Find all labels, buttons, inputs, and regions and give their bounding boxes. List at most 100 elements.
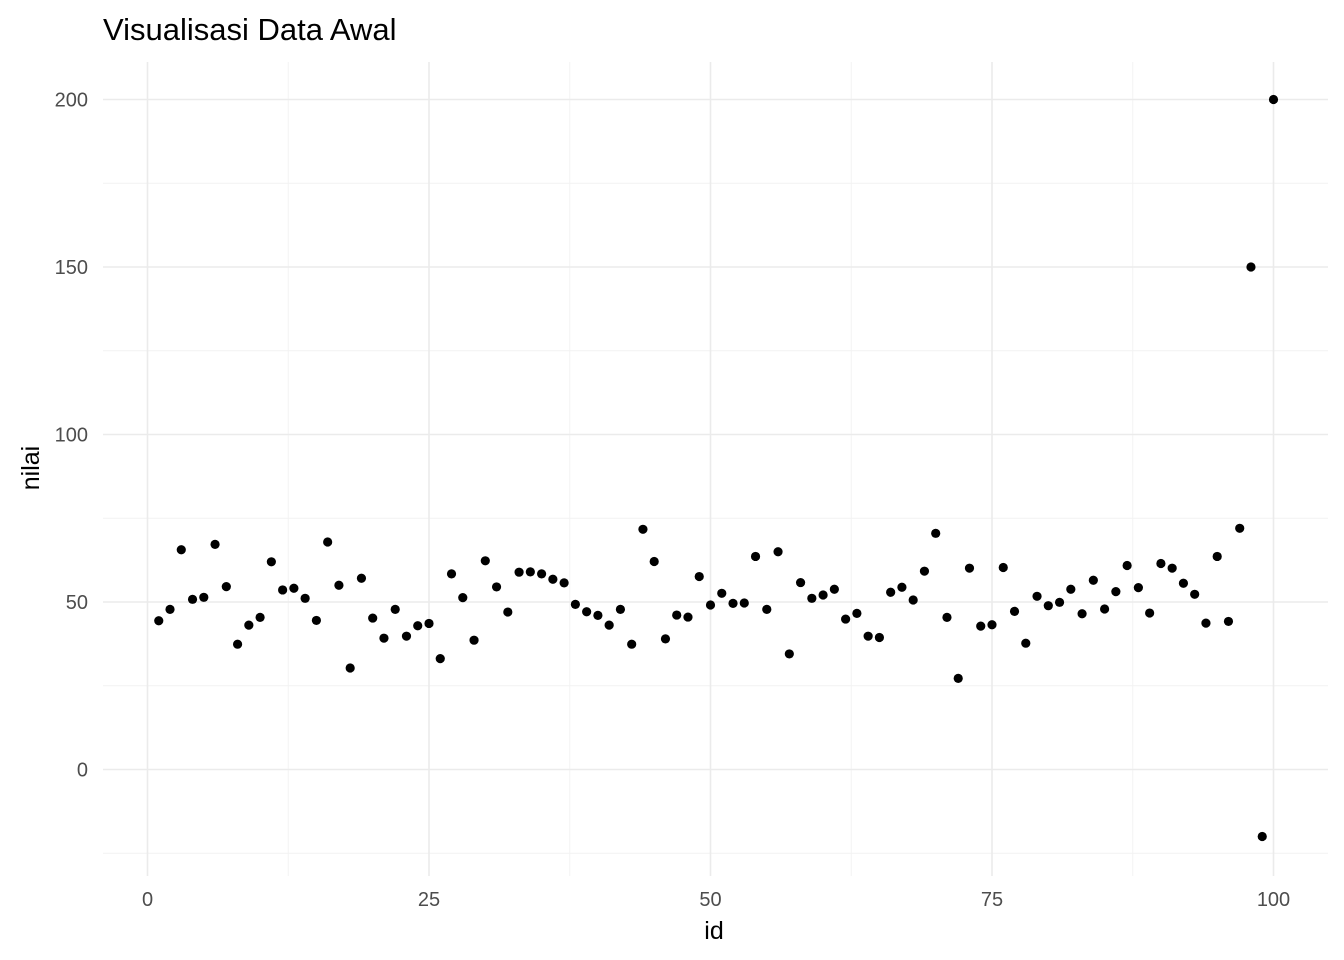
data-point — [1235, 523, 1245, 533]
data-point — [289, 583, 299, 593]
data-point — [1145, 608, 1155, 618]
data-point — [266, 557, 276, 567]
data-point — [784, 649, 794, 659]
data-point — [942, 612, 952, 623]
data-point — [154, 616, 164, 626]
data-point — [953, 673, 963, 683]
data-point — [446, 569, 457, 579]
data-point — [244, 620, 254, 630]
data-point — [818, 590, 828, 600]
data-point — [762, 604, 772, 614]
data-point — [1021, 638, 1031, 648]
data-point — [863, 631, 873, 641]
x-axis-ticks: 0 25 50 75 100 — [142, 889, 1290, 911]
data-point — [368, 613, 378, 623]
y-tick-label: 0 — [77, 760, 88, 782]
data-point — [458, 593, 468, 603]
data-point — [1009, 606, 1020, 616]
x-tick-label: 100 — [1257, 889, 1290, 911]
data-point — [424, 618, 434, 629]
data-point — [1257, 831, 1267, 842]
data-point — [931, 528, 941, 538]
data-point — [886, 587, 896, 597]
y-tick-label: 50 — [66, 592, 88, 614]
data-point — [998, 562, 1008, 573]
y-axis-ticks: 0 50 100 150 200 — [55, 90, 88, 782]
data-point — [469, 635, 479, 645]
data-point — [1201, 618, 1211, 628]
data-point — [897, 582, 907, 592]
data-point — [1190, 589, 1200, 599]
data-point — [1167, 563, 1177, 573]
data-point — [435, 654, 445, 664]
data-point — [548, 574, 558, 584]
data-point — [627, 639, 637, 649]
data-point — [728, 598, 738, 608]
data-point — [379, 633, 389, 643]
data-point — [232, 639, 243, 649]
data-point — [165, 604, 175, 614]
data-point — [334, 580, 344, 590]
data-point — [705, 600, 716, 610]
data-point — [964, 563, 975, 573]
data-point — [1268, 94, 1279, 105]
data-point — [401, 631, 412, 641]
y-tick-label: 200 — [55, 90, 88, 112]
data-point — [976, 621, 986, 631]
data-point — [1032, 591, 1042, 601]
data-point — [1122, 560, 1132, 571]
data-point — [987, 620, 997, 630]
data-point — [311, 615, 321, 626]
chart-title: Visualisasi Data Awal — [103, 12, 397, 47]
data-point — [1077, 609, 1087, 619]
data-point — [593, 610, 603, 621]
data-point — [660, 634, 671, 644]
grid — [103, 62, 1328, 876]
data-point — [1246, 262, 1256, 272]
data-point — [390, 604, 400, 614]
data-point — [717, 588, 727, 598]
data-point — [1156, 558, 1166, 569]
data-point — [1043, 601, 1053, 611]
data-point — [874, 632, 885, 643]
data-point — [176, 545, 186, 555]
y-tick-label: 100 — [55, 425, 88, 447]
data-point — [615, 604, 626, 614]
data-point — [773, 547, 783, 557]
data-point — [807, 593, 817, 603]
data-point — [537, 569, 547, 579]
data-point — [559, 578, 569, 588]
data-point — [908, 595, 918, 605]
x-tick-label: 0 — [142, 889, 153, 911]
data-point — [356, 573, 367, 583]
data-point — [480, 556, 490, 566]
data-point — [1088, 575, 1098, 585]
data-point — [582, 607, 592, 617]
data-point — [323, 537, 333, 547]
data-point — [1133, 582, 1143, 593]
data-point — [1212, 551, 1222, 562]
data-point — [649, 556, 659, 567]
x-tick-label: 75 — [981, 889, 1003, 911]
data-point — [300, 593, 310, 603]
data-point — [210, 539, 220, 549]
data-point — [1178, 578, 1189, 588]
data-point — [919, 566, 930, 576]
data-point — [503, 607, 513, 617]
data-point — [570, 599, 580, 609]
data-point — [750, 551, 761, 562]
x-tick-label: 25 — [418, 889, 440, 911]
data-point — [1066, 584, 1076, 594]
data-point — [278, 585, 288, 595]
data-point — [199, 592, 209, 602]
x-axis-title: id — [704, 917, 723, 945]
data-point — [413, 621, 423, 631]
data-point — [604, 620, 614, 630]
data-point — [795, 577, 806, 588]
data-point — [525, 567, 535, 577]
data-point — [221, 581, 231, 592]
data-point — [683, 612, 693, 622]
data-point — [1111, 587, 1121, 597]
data-point — [345, 663, 355, 673]
